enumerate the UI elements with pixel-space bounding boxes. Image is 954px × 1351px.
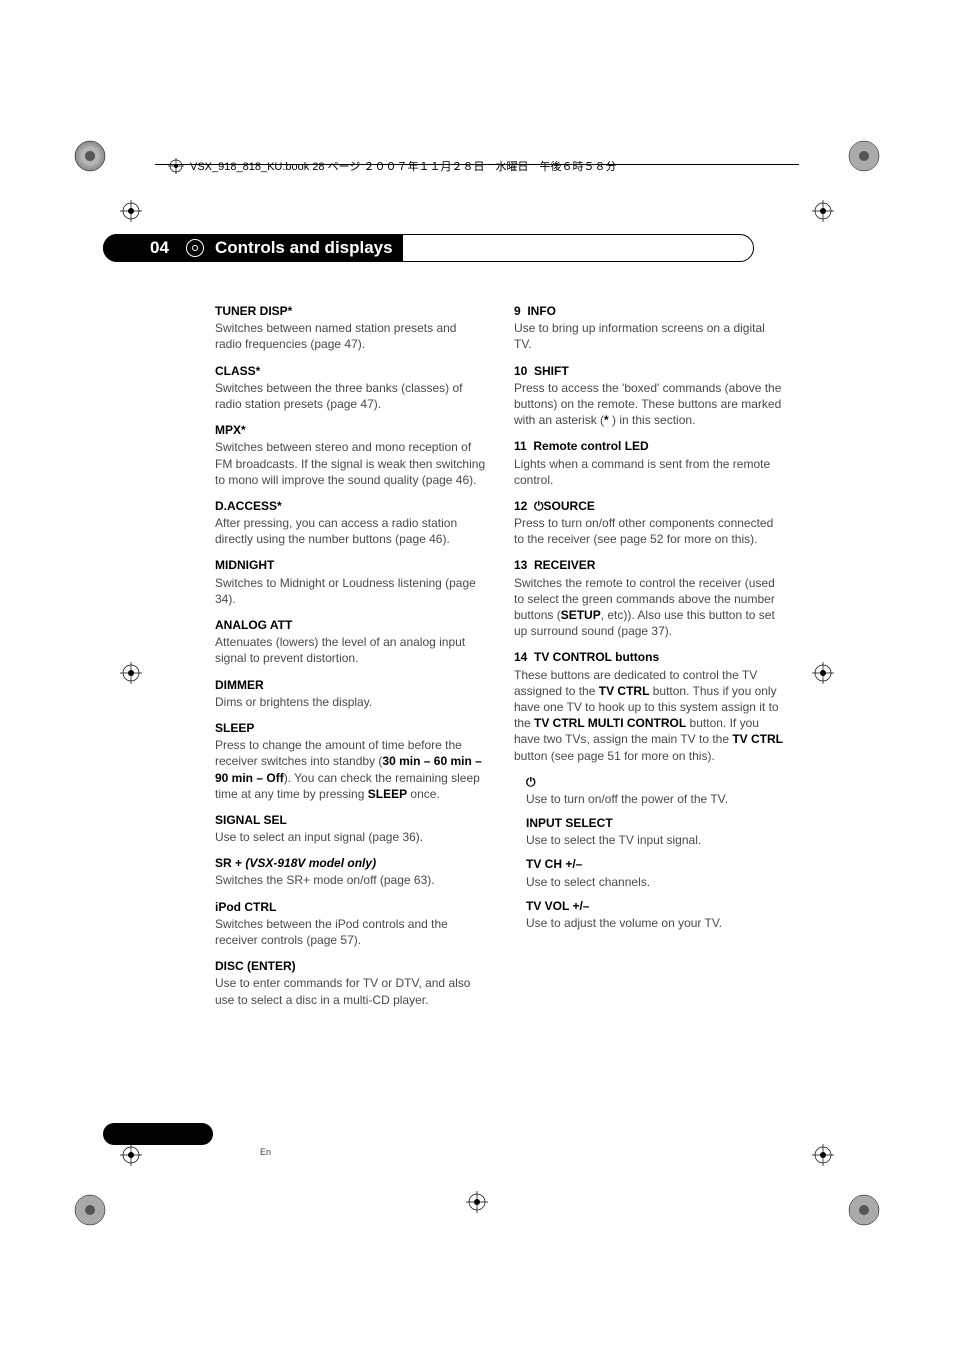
entry: TUNER DISP*Switches between named statio… bbox=[215, 303, 486, 353]
entry: D.ACCESS*After pressing, you can access … bbox=[215, 498, 486, 548]
registration-mark bbox=[812, 1144, 834, 1166]
left-column: TUNER DISP*Switches between named statio… bbox=[215, 303, 486, 1018]
numbered-entry: 12 ⏻SOURCEPress to turn on/off other com… bbox=[514, 498, 785, 548]
header-registration-icon bbox=[168, 158, 184, 174]
entry-body: Press to access the 'boxed' commands (ab… bbox=[514, 380, 785, 429]
entry-body: After pressing, you can access a radio s… bbox=[215, 515, 486, 547]
registration-mark bbox=[120, 662, 142, 684]
sub-entry-title: ⏻ bbox=[526, 774, 785, 790]
registration-mark bbox=[812, 662, 834, 684]
entry: SR + (VSX-918V model only)Switches the S… bbox=[215, 855, 486, 888]
numbered-entry: 9 INFOUse to bring up information screen… bbox=[514, 303, 785, 353]
entry-body: Switches between the iPod controls and t… bbox=[215, 916, 486, 948]
entry-title: SIGNAL SEL bbox=[215, 812, 486, 828]
page-language: En bbox=[260, 1147, 271, 1157]
entry: MIDNIGHT Switches to Midnight or Loudness… bbox=[215, 557, 486, 607]
page-number-pill bbox=[103, 1123, 213, 1145]
entry: DIMMERDims or brightens the display. bbox=[215, 677, 486, 710]
disc-icon bbox=[186, 239, 204, 257]
numbered-entry: 10 SHIFTPress to access the 'boxed' comm… bbox=[514, 363, 785, 429]
entry-body: Switches the remote to control the recei… bbox=[514, 575, 785, 640]
sub-entry-body: Use to select the TV input signal. bbox=[526, 832, 785, 848]
entry-title: 11 Remote control LED bbox=[514, 438, 785, 454]
crop-mark-bl bbox=[74, 1194, 106, 1226]
entry-title: DISC (ENTER) bbox=[215, 958, 486, 974]
entry-body: Switches the SR+ mode on/off (page 63). bbox=[215, 872, 486, 888]
entry-title: 14 TV CONTROL buttons bbox=[514, 649, 785, 665]
entry-body: Attenuates (lowers) the level of an anal… bbox=[215, 634, 486, 666]
entry-title: CLASS* bbox=[215, 363, 486, 379]
sub-entry: INPUT SELECTUse to select the TV input s… bbox=[526, 815, 785, 848]
entry: CLASS*Switches between the three banks (… bbox=[215, 363, 486, 413]
sub-entry-body: Use to select channels. bbox=[526, 874, 785, 890]
sub-entry: ⏻Use to turn on/off the power of the TV. bbox=[526, 774, 785, 807]
entry-title: SR + (VSX-918V model only) bbox=[215, 855, 486, 871]
entry-title: ANALOG ATT bbox=[215, 617, 486, 633]
numbered-entry: 14 TV CONTROL buttons These buttons are d… bbox=[514, 649, 785, 763]
registration-mark bbox=[120, 1144, 142, 1166]
entry-title: 10 SHIFT bbox=[514, 363, 785, 379]
header-filename: VSX_918_818_KU.book 28 ページ ２００７年１１月２８日 水… bbox=[190, 158, 616, 174]
entry-body: Use to bring up information screens on a… bbox=[514, 320, 785, 352]
entry-title: MPX* bbox=[215, 422, 486, 438]
entry-body: Switches between the three banks (classe… bbox=[215, 380, 486, 412]
sub-entry: TV CH +/– Use to select channels. bbox=[526, 856, 785, 889]
entry-title: 9 INFO bbox=[514, 303, 785, 319]
registration-mark bbox=[466, 1191, 488, 1213]
chapter-number: 04 bbox=[150, 234, 169, 262]
entry: MPX*Switches between stereo and mono rec… bbox=[215, 422, 486, 488]
entry-title: TUNER DISP* bbox=[215, 303, 486, 319]
entry-body: Use to select an input signal (page 36). bbox=[215, 829, 486, 845]
entry-title: DIMMER bbox=[215, 677, 486, 693]
page-header: VSX_918_818_KU.book 28 ページ ２００７年１１月２８日 水… bbox=[168, 158, 616, 174]
sub-entry: TV VOL +/–Use to adjust the volume on yo… bbox=[526, 898, 785, 931]
entry-body: Lights when a command is sent from the r… bbox=[514, 456, 785, 488]
sub-entry-body: Use to adjust the volume on your TV. bbox=[526, 915, 785, 931]
entry: ANALOG ATTAttenuates (lowers) the level … bbox=[215, 617, 486, 667]
sub-entry-title: INPUT SELECT bbox=[526, 815, 785, 831]
crop-mark-br bbox=[848, 1194, 880, 1226]
entry-title: iPod CTRL bbox=[215, 899, 486, 915]
content-area: TUNER DISP*Switches between named statio… bbox=[215, 303, 785, 1018]
entry: SLEEPPress to change the amount of time … bbox=[215, 720, 486, 802]
entry-body: Press to change the amount of time befor… bbox=[215, 737, 486, 802]
page-number: 28 bbox=[256, 1123, 272, 1145]
entry-body: Press to turn on/off other components co… bbox=[514, 515, 785, 547]
entry-body: Switches between stereo and mono recepti… bbox=[215, 439, 486, 488]
entry-title: SLEEP bbox=[215, 720, 486, 736]
registration-mark bbox=[120, 200, 142, 222]
numbered-entry: 11 Remote control LED Lights when a comma… bbox=[514, 438, 785, 488]
sub-entry-title: TV CH +/– bbox=[526, 856, 785, 872]
crop-mark-tl bbox=[74, 140, 106, 172]
entry: DISC (ENTER)Use to enter commands for TV… bbox=[215, 958, 486, 1008]
entry-title: 13 RECEIVER bbox=[514, 557, 785, 573]
sub-entry-body: Use to turn on/off the power of the TV. bbox=[526, 791, 785, 807]
entry: iPod CTRLSwitches between the iPod contr… bbox=[215, 899, 486, 949]
crop-mark-tr bbox=[848, 140, 880, 172]
entry-body: Use to enter commands for TV or DTV, and… bbox=[215, 975, 486, 1007]
entry-title: D.ACCESS* bbox=[215, 498, 486, 514]
right-column: 9 INFOUse to bring up information screen… bbox=[514, 303, 785, 1018]
numbered-entry: 13 RECEIVER Switches the remote to contro… bbox=[514, 557, 785, 639]
entry-body: Dims or brightens the display. bbox=[215, 694, 486, 710]
entry-body: Switches between named station presets a… bbox=[215, 320, 486, 352]
entry: SIGNAL SELUse to select an input signal … bbox=[215, 812, 486, 845]
entry-title: 12 ⏻SOURCE bbox=[514, 498, 785, 514]
entry-title: MIDNIGHT bbox=[215, 557, 486, 573]
sub-entry-title: TV VOL +/– bbox=[526, 898, 785, 914]
chapter-title: Controls and displays bbox=[215, 234, 393, 262]
entry-body: These buttons are dedicated to control t… bbox=[514, 667, 785, 764]
registration-mark bbox=[812, 200, 834, 222]
entry-body: Switches to Midnight or Loudness listeni… bbox=[215, 575, 486, 607]
